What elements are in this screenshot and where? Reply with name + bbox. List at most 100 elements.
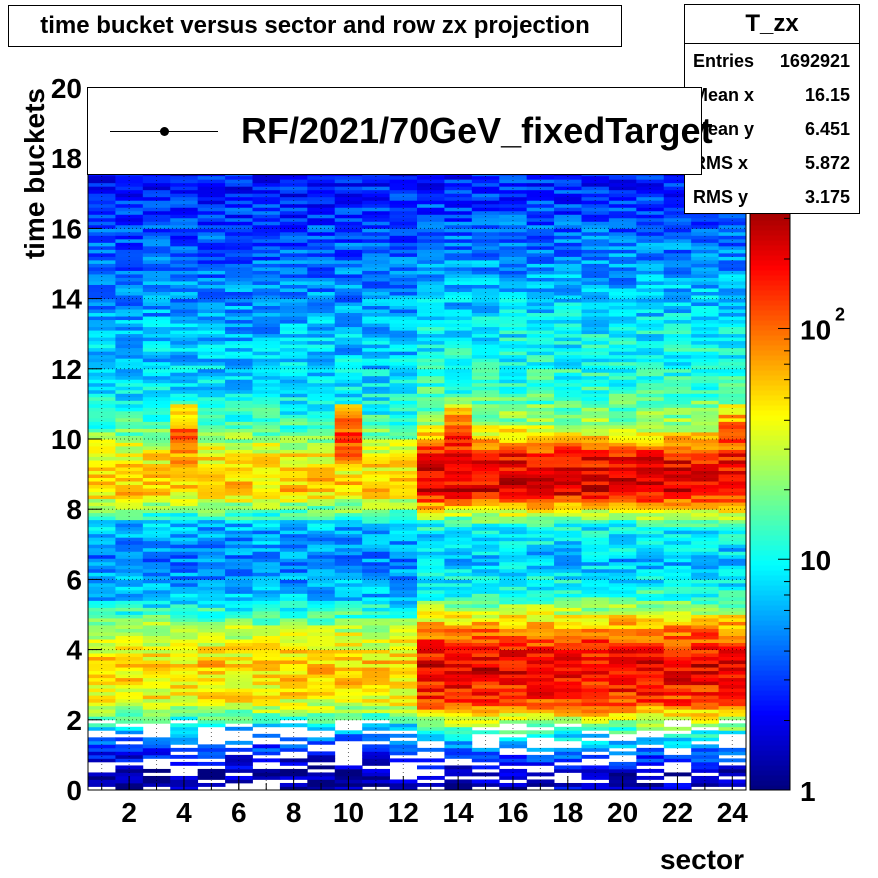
heatmap-cell xyxy=(279,417,308,422)
heatmap-cell xyxy=(197,547,226,552)
heatmap-cell xyxy=(307,460,336,464)
heatmap-cell xyxy=(362,193,390,198)
heatmap-cell xyxy=(526,446,555,450)
heatmap-cell xyxy=(142,417,171,422)
heatmap-cell xyxy=(334,477,363,482)
heatmap-cell xyxy=(499,537,528,542)
heatmap-cell xyxy=(142,596,171,601)
heatmap-cell xyxy=(307,344,336,349)
heatmap-cell xyxy=(279,403,308,408)
heatmap-cell xyxy=(471,417,500,422)
heatmap-cell xyxy=(170,323,199,328)
heatmap-cell xyxy=(88,600,116,605)
heatmap-cell xyxy=(663,259,692,264)
heatmap-cell xyxy=(115,277,144,282)
heatmap-cell xyxy=(471,607,500,612)
heatmap-cell xyxy=(334,649,363,654)
heatmap-cell xyxy=(279,189,308,194)
heatmap-cell xyxy=(307,207,336,212)
heatmap-cell xyxy=(197,723,226,728)
heatmap-cell xyxy=(526,663,555,668)
heatmap-cell xyxy=(389,653,418,658)
heatmap-cell xyxy=(581,519,610,524)
heatmap-cell xyxy=(389,533,418,538)
heatmap-cell xyxy=(499,705,528,710)
colorbar-segment xyxy=(750,625,790,631)
heatmap-cell xyxy=(417,719,445,724)
heatmap-cell xyxy=(362,463,390,468)
heatmap-cell xyxy=(170,491,199,496)
heatmap-cell xyxy=(417,449,445,454)
heatmap-cell xyxy=(115,456,144,461)
heatmap-cell xyxy=(279,421,308,426)
heatmap-cell xyxy=(142,656,171,661)
heatmap-cell xyxy=(554,547,582,552)
heatmap-cell xyxy=(718,431,747,436)
heatmap-cell xyxy=(636,695,665,700)
heatmap-cell xyxy=(526,621,555,626)
heatmap-cell xyxy=(170,695,199,700)
heatmap-cell xyxy=(691,639,719,643)
heatmap-cell xyxy=(170,347,199,352)
heatmap-cell xyxy=(225,291,253,296)
heatmap-cell xyxy=(581,245,610,250)
heatmap-cell xyxy=(663,196,692,201)
heatmap-cell xyxy=(170,203,199,208)
heatmap-cell xyxy=(225,653,253,658)
heatmap-cell xyxy=(88,316,116,321)
colorbar-segment xyxy=(750,500,790,506)
heatmap-cell xyxy=(636,596,665,601)
heatmap-cell xyxy=(115,540,144,545)
heatmap-cell xyxy=(225,393,253,398)
heatmap-cell xyxy=(471,245,500,250)
heatmap-cell xyxy=(115,361,144,366)
heatmap-cell xyxy=(197,446,226,450)
heatmap-cell xyxy=(142,579,171,584)
heatmap-cell xyxy=(362,779,390,784)
heatmap-cell xyxy=(691,446,719,450)
heatmap-cell xyxy=(197,291,226,296)
heatmap-cell xyxy=(444,681,473,686)
heatmap-cell xyxy=(279,544,308,549)
heatmap-cell xyxy=(170,460,199,464)
heatmap-cell xyxy=(225,231,253,236)
heatmap-cell xyxy=(252,312,281,317)
heatmap-cell xyxy=(307,361,336,366)
heatmap-cell xyxy=(307,179,336,184)
colorbar-segment xyxy=(750,545,790,551)
heatmap-cell xyxy=(636,347,665,352)
heatmap-cell xyxy=(581,568,610,573)
heatmap-cell xyxy=(554,719,582,724)
heatmap-cell xyxy=(225,533,253,538)
heatmap-cell xyxy=(581,765,610,770)
heatmap-cell xyxy=(142,389,171,394)
heatmap-cell xyxy=(88,660,116,665)
heatmap-cell xyxy=(88,175,116,180)
heatmap-cell xyxy=(636,424,665,429)
heatmap-cell xyxy=(444,372,473,377)
heatmap-cell xyxy=(691,400,719,405)
heatmap-cell xyxy=(581,393,610,398)
heatmap-cell xyxy=(554,596,582,601)
heatmap-cell xyxy=(554,509,582,514)
heatmap-cell xyxy=(554,519,582,524)
heatmap-cell xyxy=(554,709,582,714)
heatmap-cell xyxy=(663,340,692,345)
heatmap-cell xyxy=(417,231,445,236)
heatmap-cell xyxy=(581,663,610,668)
heatmap-cell xyxy=(554,309,582,314)
heatmap-cell xyxy=(115,340,144,345)
heatmap-cell xyxy=(197,575,226,580)
heatmap-cell xyxy=(334,435,363,440)
stats-label: RMS y xyxy=(693,186,749,207)
heatmap-cell xyxy=(691,361,719,366)
heatmap-cell xyxy=(197,221,226,226)
heatmap-cell xyxy=(444,467,473,471)
heatmap-cell xyxy=(691,533,719,538)
heatmap-cell xyxy=(444,389,473,394)
heatmap-cell xyxy=(691,677,719,682)
stats-row-rms-x: RMS x 5.872 xyxy=(685,146,859,180)
heatmap-cell xyxy=(142,565,171,570)
heatmap-cell xyxy=(581,744,610,749)
stats-row-mean-y: Mean y 6.451 xyxy=(685,112,859,146)
